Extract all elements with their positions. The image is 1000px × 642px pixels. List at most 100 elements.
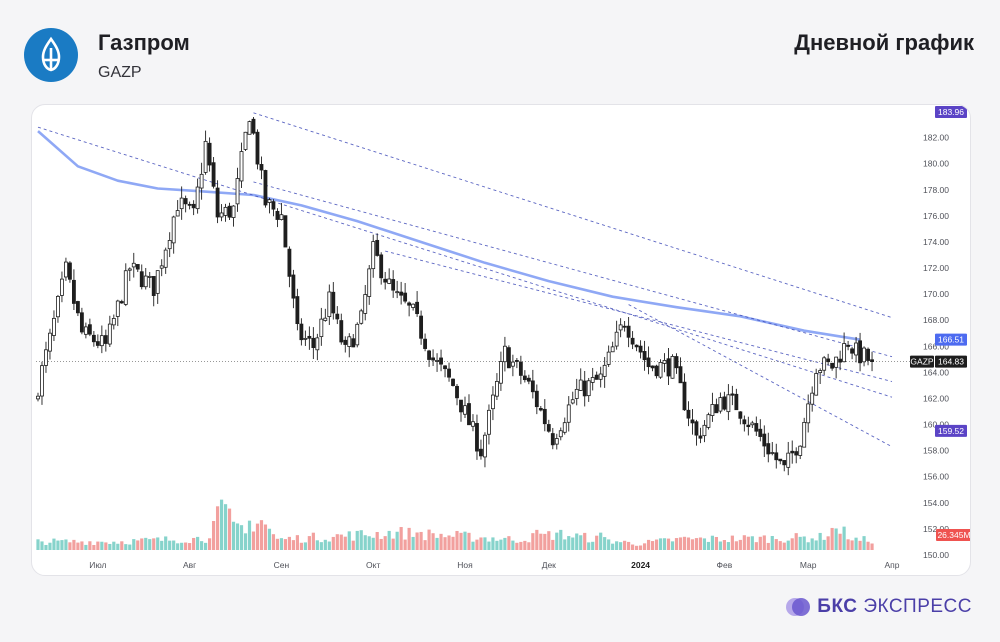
volume-bar (251, 531, 256, 550)
volume-bar (295, 535, 299, 550)
candle-body (259, 164, 264, 171)
candle-body (498, 361, 503, 384)
volume-bar (870, 543, 874, 550)
candle-body (235, 178, 240, 205)
candle-body (87, 324, 92, 335)
volume-bar (678, 537, 683, 550)
volume-bar (184, 542, 188, 550)
volume-bar (615, 541, 619, 550)
volume-bar (255, 523, 260, 550)
candle-body (698, 435, 703, 439)
y-tick-label: 168.00 (923, 315, 949, 325)
volume-bar (188, 543, 192, 550)
candle-body (491, 394, 495, 410)
volume-bar (571, 537, 575, 550)
candle-body (782, 460, 787, 466)
trendline (37, 126, 893, 398)
candle-body (231, 205, 236, 218)
candle-body (395, 291, 400, 294)
y-tick-label: 180.00 (923, 159, 949, 169)
volume-bar (116, 543, 120, 550)
candle-body (171, 216, 176, 244)
y-tick-label: 166.00 (923, 341, 949, 351)
volume-bar (471, 541, 475, 550)
volume-bar (76, 542, 80, 550)
company-ticker: GAZP (98, 64, 142, 81)
volume-bar (766, 542, 770, 550)
volume-bar (802, 536, 806, 550)
volume-bar (850, 540, 854, 550)
volume-bar (451, 536, 455, 550)
candle-body (407, 302, 412, 306)
volume-bar (375, 532, 379, 550)
candle-body (818, 370, 823, 374)
candle-body (718, 397, 723, 412)
volume-bar (682, 536, 687, 550)
volume-bar (339, 534, 343, 550)
candle-body (726, 394, 731, 413)
volume-bar (415, 532, 419, 550)
volume-bar (654, 539, 659, 550)
candle-body (451, 378, 455, 386)
volume-bar (866, 541, 870, 550)
candle-body (359, 310, 364, 324)
volume-bar (391, 538, 395, 550)
candlestick-chart: 150.00 152.00 154.00 156.00 158.00 160.00 162.… (36, 106, 970, 570)
volume-bar (555, 532, 559, 550)
volume-bar (575, 533, 579, 550)
volume-bar (838, 533, 842, 550)
volume-bar (60, 540, 64, 550)
volume-bar (200, 541, 204, 550)
candle-body (251, 118, 256, 134)
volume-bar (247, 520, 252, 550)
volume-bar (223, 504, 228, 550)
volume-bar (40, 541, 44, 550)
volume-bar (219, 499, 224, 550)
volume-bar (547, 531, 551, 550)
candle-body (522, 375, 527, 381)
volume-bar (315, 540, 319, 550)
volume-bar (535, 529, 539, 550)
volume-bar (56, 540, 60, 550)
volume-bar (503, 537, 507, 550)
candle-body (618, 324, 623, 331)
candle-body (159, 265, 164, 269)
price-tag (935, 106, 967, 119)
y-tick-label: 182.00 (923, 133, 949, 143)
candle-body (403, 292, 408, 302)
volume-bar (455, 530, 459, 550)
volume-bar (631, 544, 635, 550)
y-tick-label: 172.00 (923, 263, 949, 273)
candle-body (530, 380, 535, 393)
volume-bar (774, 539, 778, 550)
candle-body (514, 360, 519, 362)
candle-body (315, 337, 320, 351)
volume-bar (666, 538, 671, 550)
candle-body (307, 335, 312, 339)
candle-body (822, 357, 827, 371)
candle-body (702, 424, 707, 437)
volume-bar (479, 537, 483, 550)
candle-body (383, 278, 388, 283)
volume-bars (36, 499, 874, 550)
candle-body (419, 315, 424, 339)
volume-bar (674, 538, 679, 550)
y-tick-label: 178.00 (923, 185, 949, 195)
candle-body (391, 279, 396, 291)
candle-body (379, 254, 384, 279)
candle-body (207, 142, 212, 166)
candle-body (319, 318, 324, 338)
candle-body (662, 360, 667, 364)
trendline (253, 181, 893, 358)
candle-body (295, 296, 300, 325)
volume-bar (144, 537, 148, 550)
price-tag (910, 355, 934, 368)
candle-body (275, 210, 280, 220)
candle-body (64, 261, 68, 278)
candle-body (614, 331, 619, 347)
candle-body (195, 186, 200, 210)
volume-bar (519, 541, 523, 550)
candle-body (79, 312, 84, 333)
volume-bar (435, 537, 439, 550)
volume-bar (411, 536, 415, 550)
